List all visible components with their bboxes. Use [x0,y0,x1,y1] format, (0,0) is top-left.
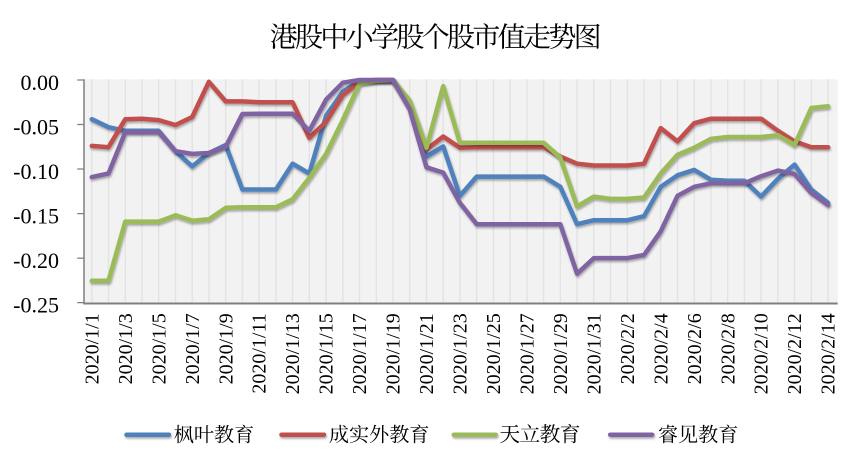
svg-text:2020/2/8: 2020/2/8 [717,313,739,384]
svg-text:-0.05: -0.05 [13,115,59,140]
svg-text:2020/2/10: 2020/2/10 [751,313,773,394]
svg-text:2020/2/12: 2020/2/12 [784,313,806,394]
svg-text:-0.25: -0.25 [13,293,59,318]
svg-text:2020/1/3: 2020/1/3 [115,313,137,384]
svg-text:2020/2/4: 2020/2/4 [650,313,672,384]
svg-text:2020/2/14: 2020/2/14 [818,313,840,394]
svg-text:2020/1/13: 2020/1/13 [282,313,304,394]
svg-text:2020/1/21: 2020/1/21 [416,313,438,394]
svg-text:-0.10: -0.10 [13,159,59,184]
svg-text:2020/2/6: 2020/2/6 [684,313,706,384]
svg-text:2020/1/7: 2020/1/7 [182,313,204,384]
svg-text:2020/1/11: 2020/1/11 [249,313,271,393]
svg-text:2020/1/17: 2020/1/17 [349,313,371,394]
svg-text:2020/1/9: 2020/1/9 [215,313,237,384]
svg-text:-0.20: -0.20 [13,248,59,273]
svg-text:0.00: 0.00 [21,70,60,95]
svg-text:2020/2/2: 2020/2/2 [617,313,639,384]
svg-text:2020/1/5: 2020/1/5 [148,313,170,384]
svg-text:2020/1/19: 2020/1/19 [383,313,405,394]
svg-text:2020/1/1: 2020/1/1 [81,313,103,384]
svg-text:2020/1/23: 2020/1/23 [450,313,472,394]
svg-text:2020/1/15: 2020/1/15 [316,313,338,394]
svg-text:2020/1/27: 2020/1/27 [517,313,539,394]
svg-text:-0.15: -0.15 [13,204,59,229]
svg-text:2020/1/29: 2020/1/29 [550,313,572,394]
svg-text:2020/1/31: 2020/1/31 [583,313,605,394]
svg-text:2020/1/25: 2020/1/25 [483,313,505,394]
